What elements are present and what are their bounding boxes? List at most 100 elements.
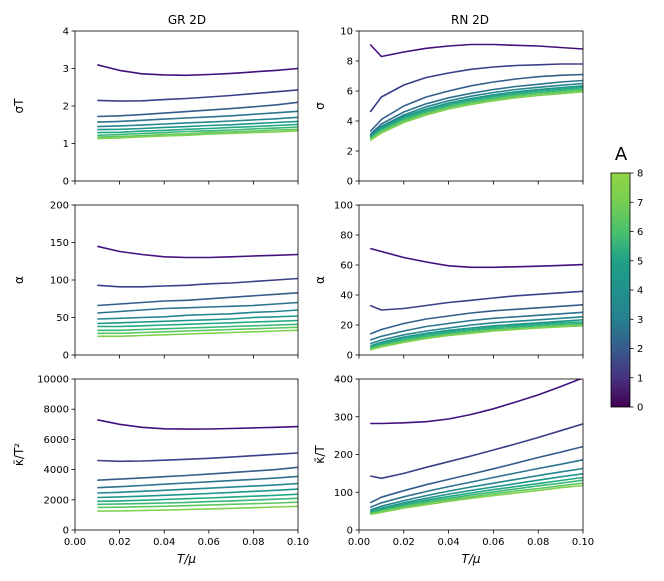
y-tick-label: 40: [340, 291, 353, 302]
x-tick-label: 0.10: [287, 537, 309, 548]
series-line-gr-sigmaT-9: [97, 130, 298, 140]
y-tick-label: 8: [347, 57, 353, 68]
y-tick-label: 2000: [44, 495, 69, 506]
y-tick-label: 20: [340, 321, 353, 332]
y-tick-label: 60: [340, 261, 353, 272]
y-tick-label: 2: [63, 102, 69, 113]
series-line-rn-sigma-0: [369, 43, 583, 58]
colorbar-tick-label: 5: [637, 256, 643, 267]
series-line-rn-alpha-1: [369, 290, 583, 311]
series-line-gr-kappa-2: [97, 466, 298, 481]
panel-gr-kappa: 0 2000 4000 6000 8000 10000 0.00 0.02 0.04 0.06 0.…: [12, 375, 309, 567]
y-tick-label: 0: [347, 177, 353, 188]
y-tick-label: 3: [63, 64, 69, 75]
y-tick-label: 10000: [37, 375, 69, 386]
panel-rn-kappa: 0 100 200 300 400 0.00 0.02 0.04 0.06 0.08 0.10 κ̄/…: [313, 375, 594, 567]
series-group: [97, 245, 298, 338]
series-line-gr-kappa-3: [97, 475, 298, 489]
y-tick-label: 4: [63, 27, 69, 38]
series-line-gr-kappa-9: [97, 505, 298, 512]
series-line-rn-kappa-9: [370, 484, 583, 516]
series-line-rn-kappa-0: [370, 379, 583, 425]
series-line-gr-alpha-6: [97, 319, 298, 328]
y-tick-label: 6000: [44, 435, 69, 446]
series-line-rn-alpha-3: [369, 311, 583, 341]
series-line-rn-sigma-7: [369, 88, 583, 139]
series-line-gr-sigmaT-0: [97, 64, 298, 77]
x-tick-label: 0.06: [198, 537, 220, 548]
column-title-gr-2d: GR 2D: [168, 13, 206, 27]
x-tick-label: 0.02: [393, 537, 415, 548]
series-line-gr-alpha-8: [97, 326, 298, 335]
series-line-gr-sigmaT-8: [97, 128, 298, 138]
y-tick-label: 4000: [44, 465, 69, 476]
axes-frame: [358, 204, 584, 356]
series-line-gr-sigmaT-6: [97, 123, 298, 134]
series-line-rn-sigma-9: [369, 91, 583, 142]
y-tick-label: 0: [63, 177, 69, 188]
series-line-rn-alpha-7: [369, 322, 583, 350]
series-line-gr-sigmaT-3: [97, 110, 298, 123]
series-group: [97, 419, 298, 512]
series-line-gr-kappa-7: [97, 497, 298, 506]
colorbar-gradient: [610, 172, 631, 408]
colorbar-tick-label: 8: [637, 169, 643, 180]
y-tick-label: 1: [63, 139, 69, 150]
panels-group: 0 1 2 3 4 σT 0 2 4 6 8 10 σ 0 50 100 150 200 α 0 20 40 60 80 100…: [12, 27, 594, 567]
series-line-rn-kappa-5: [369, 473, 583, 513]
x-tick-label: 0.04: [153, 537, 175, 548]
series-line-rn-kappa-4: [369, 467, 583, 511]
x-tick-label: 0.02: [108, 537, 130, 548]
y-axis-label: κ̄/T²: [12, 443, 26, 466]
axes-frame: [358, 30, 584, 182]
series-line-rn-sigma-2: [369, 73, 583, 133]
y-tick-label: 0: [63, 526, 69, 537]
y-axis-label: κ̄/T: [313, 445, 327, 464]
panel-rn-alpha: 0 20 40 60 80 100 α: [313, 201, 584, 362]
series-line-gr-alpha-0: [97, 245, 298, 259]
x-tick-label: 0.00: [348, 537, 370, 548]
x-axis-label: T/μ: [177, 552, 196, 566]
series-group: [369, 379, 583, 516]
series-line-rn-alpha-9: [369, 325, 583, 351]
series-line-gr-kappa-5: [97, 488, 298, 499]
y-tick-label: 10: [340, 27, 353, 38]
series-line-rn-kappa-3: [369, 459, 583, 509]
panel-gr-alpha: 0 50 100 150 200 α: [12, 201, 299, 362]
series-line-gr-alpha-5: [97, 315, 298, 325]
y-tick-label: 400: [334, 375, 353, 386]
series-line-rn-alpha-0: [369, 247, 583, 269]
series-line-gr-kappa-4: [97, 482, 298, 494]
colorbar-tick-label: 4: [637, 286, 643, 297]
panel-rn-sigma: 0 2 4 6 8 10 σ: [313, 27, 584, 188]
series-line-rn-kappa-1: [370, 423, 583, 480]
series-group: [369, 247, 583, 351]
series-line-gr-sigmaT-1: [97, 89, 298, 102]
y-tick-label: 6: [347, 87, 353, 98]
y-tick-label: 50: [56, 313, 69, 324]
series-line-rn-sigma-8: [369, 89, 583, 140]
series-line-gr-alpha-2: [97, 292, 298, 307]
series-line-rn-kappa-6: [369, 476, 583, 514]
series-line-gr-kappa-6: [97, 493, 298, 503]
y-tick-label: 100: [50, 276, 69, 287]
series-line-rn-sigma-6: [369, 86, 583, 139]
x-tick-label: 0.08: [527, 537, 549, 548]
series-line-gr-kappa-8: [97, 501, 298, 509]
series-group: [369, 43, 583, 142]
x-tick-label: 0.04: [437, 537, 459, 548]
series-line-gr-sigmaT-4: [97, 116, 298, 128]
series-group: [97, 64, 298, 140]
colorbar-tick-label: 6: [637, 227, 643, 238]
series-line-rn-sigma-3: [369, 79, 583, 136]
colorbar-tick-label: 1: [637, 373, 643, 384]
series-line-rn-alpha-6: [369, 321, 583, 349]
colorbar-ticks: 0 1 2 3 4 5 6 7 8: [630, 169, 643, 414]
series-line-rn-alpha-5: [369, 319, 583, 347]
series-line-rn-alpha-4: [369, 316, 583, 345]
column-title-rn-2d: RN 2D: [451, 13, 489, 27]
y-tick-label: 300: [334, 412, 353, 423]
y-axis-label: α: [313, 276, 327, 284]
y-tick-label: 4: [347, 117, 353, 128]
colorbar-label: A: [615, 144, 628, 165]
